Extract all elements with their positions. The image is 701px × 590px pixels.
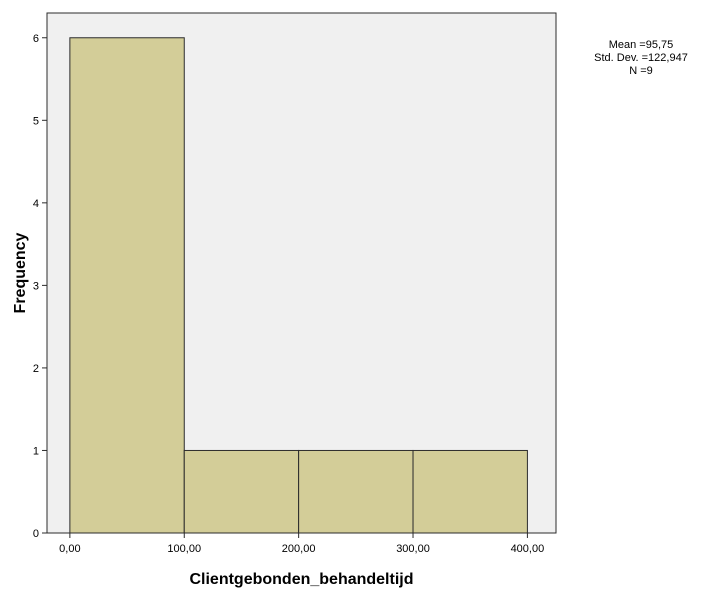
stats-std-dev: Std. Dev. =122,947 [594, 52, 688, 64]
histogram-bar-3 [412, 449, 528, 534]
x-axis-title: Clientgebonden_behandeltijd [189, 571, 413, 588]
x-tick-label-1: 100,00 [167, 543, 201, 555]
x-tick-label-0: 0,00 [59, 543, 80, 555]
histogram-bar-1 [183, 449, 300, 534]
x-tick-label-2: 200,00 [282, 543, 316, 555]
histogram-bar-0 [69, 37, 185, 534]
stats-box: Mean =95,75 Std. Dev. =122,947 N =9 [594, 39, 688, 77]
y-tick-label-2: 2 [33, 363, 39, 375]
stats-n: N =9 [629, 65, 653, 77]
histogram-bar-2 [298, 449, 414, 534]
y-tick-label-6: 6 [33, 33, 39, 45]
y-axis: 0 1 2 3 4 5 6 [33, 33, 47, 540]
y-tick-label-0: 0 [33, 528, 39, 540]
y-axis-title: Frequency [12, 232, 29, 313]
stats-mean: Mean =95,75 [609, 39, 674, 51]
bars-group [69, 37, 528, 534]
x-tick-label-3: 300,00 [396, 543, 430, 555]
x-axis: 0,00 100,00 200,00 300,00 400,00 [59, 533, 544, 555]
y-tick-label-5: 5 [33, 115, 39, 127]
y-tick-label-1: 1 [33, 445, 39, 457]
y-tick-label-3: 3 [33, 280, 39, 292]
y-tick-label-4: 4 [33, 198, 39, 210]
x-tick-label-4: 400,00 [511, 543, 545, 555]
